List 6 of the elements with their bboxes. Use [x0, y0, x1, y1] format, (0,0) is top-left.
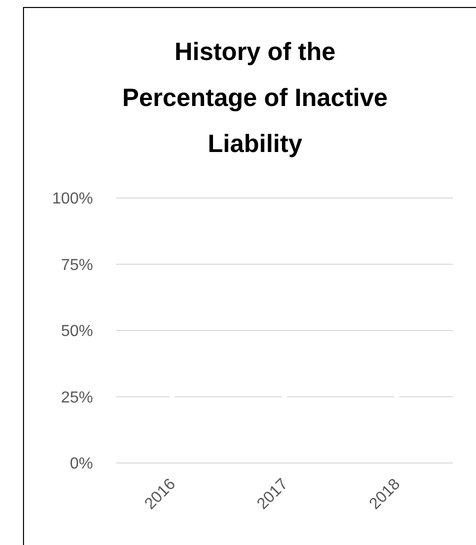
y-tick-label: 50%	[60, 323, 93, 340]
y-tick-label: 75%	[60, 256, 93, 274]
y-tick-label: 100%	[52, 190, 93, 208]
chart-title: History of the Percentage of Inactive Liability	[122, 38, 388, 158]
y-tick-label: 0%	[70, 456, 93, 473]
y-tick-label: 25%	[60, 389, 93, 406]
